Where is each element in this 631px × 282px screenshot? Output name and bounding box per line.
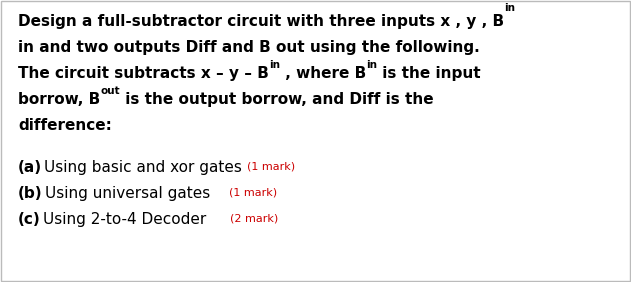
- Text: Using basic and xor gates: Using basic and xor gates: [44, 160, 247, 175]
- Text: The circuit subtracts x – y – B: The circuit subtracts x – y – B: [18, 66, 269, 81]
- Text: , where B: , where B: [280, 66, 366, 81]
- Text: Design a full-subtractor circuit with three inputs x , y , B: Design a full-subtractor circuit with th…: [18, 14, 504, 29]
- Text: (c): (c): [18, 212, 41, 227]
- Text: Using 2-to-4 Decoder: Using 2-to-4 Decoder: [43, 212, 230, 227]
- Text: in: in: [269, 60, 280, 70]
- Text: is the output borrow, and Diff is the: is the output borrow, and Diff is the: [120, 92, 433, 107]
- Text: in: in: [504, 3, 515, 13]
- Text: (b): (b): [18, 186, 43, 201]
- Text: (a): (a): [18, 160, 42, 175]
- Text: out: out: [100, 86, 120, 96]
- Text: is the input: is the input: [377, 66, 481, 81]
- Text: in and two outputs Diff and B out using the following.: in and two outputs Diff and B out using …: [18, 40, 480, 55]
- Text: borrow, B: borrow, B: [18, 92, 100, 107]
- Text: in: in: [366, 60, 377, 70]
- Text: (1 mark): (1 mark): [230, 188, 278, 198]
- Text: Using universal gates: Using universal gates: [45, 186, 230, 201]
- Text: (2 mark): (2 mark): [230, 213, 279, 224]
- Text: (1 mark): (1 mark): [247, 162, 295, 172]
- Text: difference:: difference:: [18, 118, 112, 133]
